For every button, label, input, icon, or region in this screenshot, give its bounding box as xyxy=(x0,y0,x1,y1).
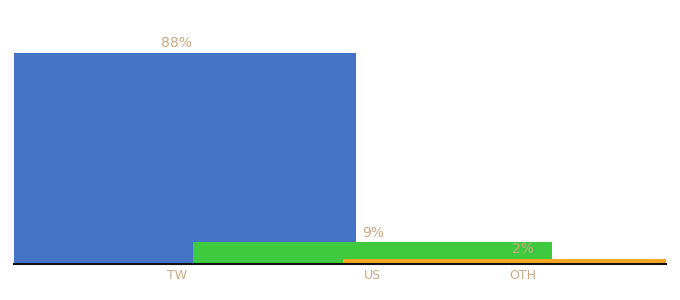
Text: 2%: 2% xyxy=(512,242,534,256)
Bar xyxy=(193,242,552,264)
Text: 88%: 88% xyxy=(161,36,192,50)
Bar xyxy=(343,259,680,264)
Text: 9%: 9% xyxy=(362,226,384,239)
Bar xyxy=(0,53,356,264)
